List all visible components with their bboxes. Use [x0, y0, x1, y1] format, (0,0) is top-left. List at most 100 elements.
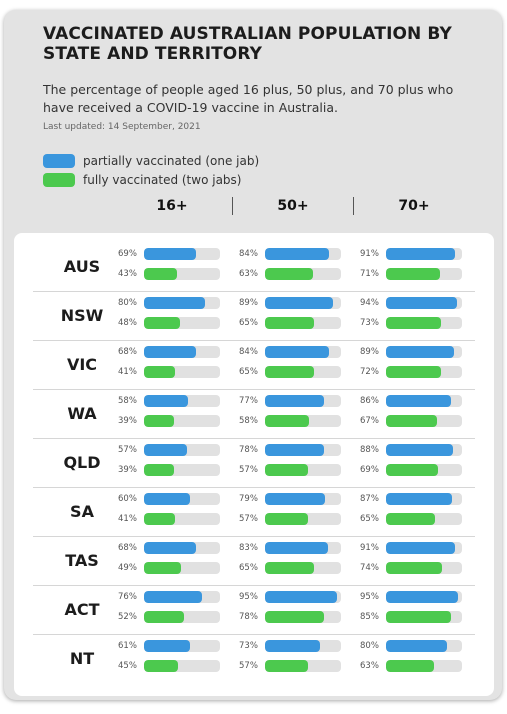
bar-track-vic-16-plus-partial: [144, 346, 220, 358]
pct-label-sa-70-plus-partial: 87%: [360, 494, 379, 504]
bar-track-qld-70-plus-partial: [386, 444, 462, 456]
chart-panel: AUS 69% 84% 91% 43% 63% 71% NSW 80% 89% 94% 48% 65% 7…: [14, 233, 494, 696]
bar-track-act-50-plus-partial: [265, 591, 341, 603]
pct-label-tas-70-plus-partial: 91%: [360, 543, 379, 553]
bar-tas-16-plus-full: [144, 562, 182, 574]
bar-vic-16-plus-full: [144, 366, 176, 378]
last-updated: Last updated: 14 September, 2021: [43, 122, 201, 132]
pct-label-sa-16-plus-full: 41%: [118, 514, 137, 524]
pct-label-act-50-plus-partial: 95%: [239, 592, 258, 602]
pct-label-aus-50-plus-full: 63%: [239, 269, 258, 279]
bar-aus-50-plus-full: [265, 268, 313, 280]
pct-label-tas-50-plus-full: 65%: [239, 563, 258, 573]
bar-track-wa-50-plus-full: [265, 415, 341, 427]
bar-track-vic-70-plus-partial: [386, 346, 462, 358]
pct-label-vic-50-plus-partial: 84%: [239, 347, 258, 357]
pct-label-qld-16-plus-partial: 57%: [118, 445, 137, 455]
pct-label-wa-70-plus-partial: 86%: [360, 396, 379, 406]
bar-track-nsw-50-plus-partial: [265, 297, 341, 309]
row-divider: [33, 340, 475, 341]
bar-track-sa-16-plus-full: [144, 513, 220, 525]
bar-track-wa-70-plus-partial: [386, 395, 462, 407]
bar-nt-16-plus-full: [144, 660, 179, 672]
bar-aus-50-plus-partial: [265, 248, 329, 260]
bar-track-sa-70-plus-partial: [386, 493, 462, 505]
bar-sa-16-plus-full: [144, 513, 176, 525]
pct-label-nsw-50-plus-partial: 89%: [239, 298, 258, 308]
pct-label-qld-50-plus-full: 57%: [239, 465, 258, 475]
bar-track-wa-70-plus-full: [386, 415, 462, 427]
state-label-qld: QLD: [63, 453, 101, 472]
bar-track-tas-16-plus-full: [144, 562, 220, 574]
bar-track-tas-16-plus-partial: [144, 542, 220, 554]
bar-qld-16-plus-full: [144, 464, 174, 476]
chart-title: VACCINATED AUSTRALIAN POPULATION BY STAT…: [43, 24, 452, 64]
bar-wa-50-plus-full: [265, 415, 310, 427]
pct-label-aus-70-plus-full: 71%: [360, 269, 379, 279]
bar-track-wa-16-plus-partial: [144, 395, 220, 407]
row-divider: [33, 389, 475, 390]
bar-track-sa-50-plus-full: [265, 513, 341, 525]
pct-label-wa-70-plus-full: 67%: [360, 416, 379, 426]
pct-label-act-70-plus-partial: 95%: [360, 592, 379, 602]
column-header-50-plus: 50+: [277, 198, 309, 214]
bar-track-nt-70-plus-partial: [386, 640, 462, 652]
bar-sa-50-plus-full: [265, 513, 309, 525]
bar-vic-70-plus-partial: [386, 346, 454, 358]
pct-label-nt-50-plus-partial: 73%: [239, 641, 258, 651]
pct-label-qld-16-plus-full: 39%: [118, 465, 137, 475]
legend-label-partial: partially vaccinated (one jab): [83, 154, 260, 168]
bar-nt-50-plus-partial: [265, 640, 321, 652]
pct-label-nsw-70-plus-full: 73%: [360, 318, 379, 328]
legend-item-partial: partially vaccinated (one jab): [43, 153, 259, 169]
bar-track-wa-16-plus-full: [144, 415, 220, 427]
bar-track-act-16-plus-partial: [144, 591, 220, 603]
bar-track-act-16-plus-full: [144, 611, 220, 623]
bar-track-sa-16-plus-partial: [144, 493, 220, 505]
column-separator: [232, 197, 233, 215]
pct-label-sa-50-plus-partial: 79%: [239, 494, 258, 504]
bar-aus-70-plus-full: [386, 268, 440, 280]
legend-label-full: fully vaccinated (two jabs): [83, 173, 242, 187]
pct-label-sa-50-plus-full: 57%: [239, 514, 258, 524]
bar-wa-70-plus-partial: [386, 395, 452, 407]
bar-qld-50-plus-partial: [265, 444, 325, 456]
bar-track-nt-16-plus-full: [144, 660, 220, 672]
bar-track-aus-70-plus-full: [386, 268, 462, 280]
pct-label-act-16-plus-partial: 76%: [118, 592, 137, 602]
bar-track-nt-50-plus-partial: [265, 640, 341, 652]
bar-nsw-70-plus-partial: [386, 297, 458, 309]
bar-track-wa-50-plus-partial: [265, 395, 341, 407]
bar-tas-50-plus-partial: [265, 542, 329, 554]
bar-track-qld-50-plus-partial: [265, 444, 341, 456]
pct-label-wa-16-plus-partial: 58%: [118, 396, 137, 406]
pct-label-act-50-plus-full: 78%: [239, 612, 258, 622]
row-divider: [33, 487, 475, 488]
bar-wa-16-plus-partial: [144, 395, 189, 407]
bar-track-tas-50-plus-partial: [265, 542, 341, 554]
pct-label-vic-70-plus-full: 72%: [360, 367, 379, 377]
bar-nsw-70-plus-full: [386, 317, 442, 329]
legend-item-full: fully vaccinated (two jabs): [43, 172, 241, 188]
bar-nsw-16-plus-partial: [144, 297, 205, 309]
row-divider: [33, 438, 475, 439]
pct-label-aus-70-plus-partial: 91%: [360, 249, 379, 259]
pct-label-nsw-50-plus-full: 65%: [239, 318, 258, 328]
pct-label-nt-16-plus-partial: 61%: [118, 641, 137, 651]
bar-sa-16-plus-partial: [144, 493, 190, 505]
chart-subtitle: The percentage of people aged 16 plus, 5…: [43, 82, 454, 115]
bar-vic-50-plus-partial: [265, 346, 329, 358]
bar-track-tas-70-plus-partial: [386, 542, 462, 554]
column-header-16-plus: 16+: [156, 198, 188, 214]
bar-nt-16-plus-partial: [144, 640, 191, 652]
bar-tas-50-plus-full: [265, 562, 315, 574]
bar-sa-70-plus-full: [386, 513, 436, 525]
pct-label-wa-50-plus-full: 58%: [239, 416, 258, 426]
pct-label-act-70-plus-full: 85%: [360, 612, 379, 622]
pct-label-nsw-16-plus-partial: 80%: [118, 298, 137, 308]
pct-label-nt-70-plus-full: 63%: [360, 661, 379, 671]
pct-label-nsw-70-plus-partial: 94%: [360, 298, 379, 308]
pct-label-nsw-16-plus-full: 48%: [118, 318, 137, 328]
bar-aus-16-plus-partial: [144, 248, 197, 260]
pct-label-tas-16-plus-partial: 68%: [118, 543, 137, 553]
